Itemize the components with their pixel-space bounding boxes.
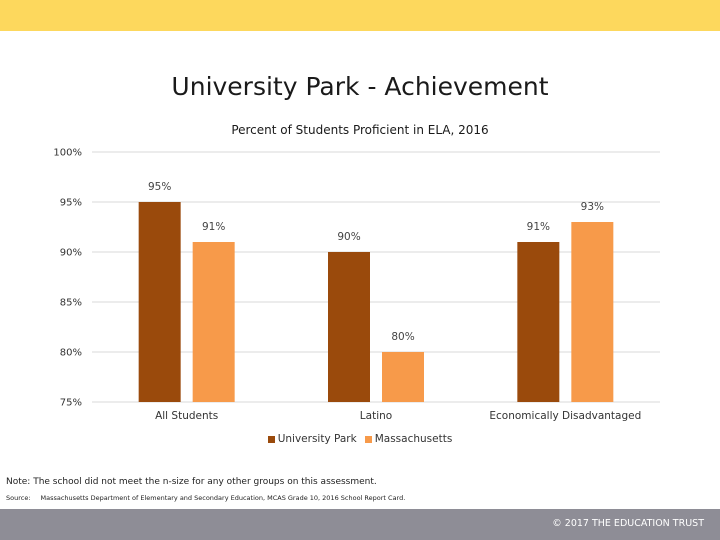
source-label: Source: [6,494,31,502]
bottom-footer-band [0,509,720,540]
y-tick-label-95: 95% [60,198,82,209]
data-label-massachusetts-latino: 80% [391,331,414,343]
y-tick-label-75: 75% [60,398,82,409]
y-tick-label-85: 85% [60,298,82,309]
y-tick-label-90: 90% [60,248,82,259]
copyright-text: © 2017 THE EDUCATION TRUST [552,518,704,529]
bar-massachusetts-latino [382,352,424,402]
footnote: Note: The school did not meet the n-size… [6,477,377,487]
bar-university-park-latino [328,252,370,402]
legend-label-university-park: University Park [277,433,357,445]
bar-university-park-all-students [138,202,181,402]
bar-university-park-economically-disadvantaged [517,242,560,402]
legend-item-university-park: University Park [267,433,357,445]
slide-title: University Park - Achievement [171,72,549,101]
legend-label-massachusetts: Massachusetts [374,433,453,445]
chart-title: Percent of Students Proficient in ELA, 2… [231,123,489,137]
top-color-band [0,0,720,31]
source-line: Source: Massachusetts Department of Elem… [6,494,405,502]
y-tick-label-80: 80% [60,348,82,359]
data-label-massachusetts-economically-disadvantaged: 93% [581,201,604,213]
legend-item-massachusetts: Massachusetts [364,433,453,445]
bar-massachusetts-all-students [192,242,235,402]
data-label-university-park-economically-disadvantaged: 91% [527,221,550,233]
legend-swatch-massachusetts [364,435,372,443]
chart-legend: University Park Massachusetts [0,433,720,445]
data-label-massachusetts-all-students: 91% [202,221,225,233]
x-category-label-latino: Latino [360,410,392,422]
x-category-label-all-students: All Students [155,410,218,422]
source-text: Massachusetts Department of Elementary a… [40,494,406,502]
x-category-label-economically-disadvantaged: Economically Disadvantaged [489,410,641,422]
bar-massachusetts-economically-disadvantaged [571,222,614,402]
data-label-university-park-all-students: 95% [148,181,171,193]
y-tick-label-100: 100% [53,148,82,159]
data-label-university-park-latino: 90% [337,231,360,243]
legend-swatch-university-park [267,435,275,443]
